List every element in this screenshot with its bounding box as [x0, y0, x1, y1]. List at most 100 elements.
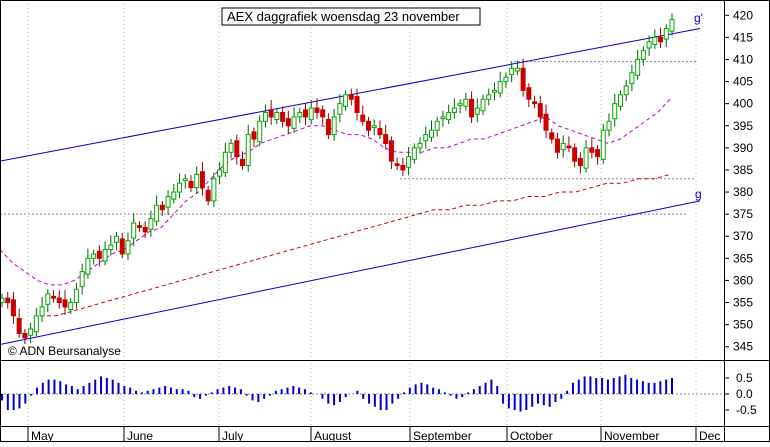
candlestick — [400, 157, 406, 177]
channel-label-upper: g' — [694, 11, 703, 25]
candle-body — [108, 244, 114, 251]
oscillator-tick-label: -0.5 — [736, 403, 757, 417]
candlestick — [583, 139, 589, 173]
candlestick — [159, 200, 165, 216]
candlestick — [240, 151, 246, 170]
candlestick — [154, 195, 160, 226]
month-label: August — [314, 429, 352, 442]
candlestick — [532, 95, 538, 109]
candle-body — [411, 147, 417, 160]
candlestick — [554, 132, 560, 159]
candle-body — [262, 111, 268, 122]
candle-body — [73, 288, 79, 304]
candle-body — [320, 109, 326, 118]
candlestick — [199, 161, 205, 196]
candlestick — [612, 93, 618, 127]
month-label: May — [31, 429, 54, 442]
candlestick — [606, 113, 612, 137]
price-tick-label: 365 — [733, 251, 753, 265]
candle-body — [360, 114, 366, 122]
candlestick — [337, 93, 343, 123]
candlestick — [245, 124, 251, 172]
candlestick — [108, 235, 114, 256]
candle-body — [62, 299, 68, 308]
candlestick — [96, 245, 102, 267]
candlestick — [73, 283, 79, 309]
channel-lower-line — [0, 200, 701, 346]
candle-body — [159, 204, 165, 211]
candle-body — [606, 120, 612, 131]
candle-body — [658, 36, 664, 43]
candlestick — [658, 27, 664, 48]
candlestick — [600, 123, 606, 164]
candlestick — [360, 105, 366, 126]
candle-body — [285, 118, 291, 127]
candle-body — [617, 94, 623, 107]
candle-body — [280, 111, 286, 122]
candlestick — [177, 173, 183, 199]
chart-title: AEX daggrafiek woensdag 23 november — [227, 9, 460, 24]
candle-body — [251, 131, 257, 140]
candle-body — [377, 127, 383, 136]
candle-body — [10, 299, 16, 317]
candle-body — [268, 109, 274, 118]
candlestick — [617, 90, 623, 111]
candlestick — [291, 107, 297, 133]
candle-body — [0, 297, 5, 304]
month-label: October — [510, 429, 553, 442]
candlestick — [182, 174, 188, 189]
price-tick-label: 415 — [733, 30, 753, 44]
candlestick — [148, 210, 154, 238]
candle-body — [566, 145, 572, 149]
price-tick-label: 410 — [733, 52, 753, 66]
candlestick — [211, 172, 217, 208]
candle-body — [417, 142, 423, 149]
candlestick — [566, 136, 572, 153]
candle-body — [85, 257, 91, 275]
candle-body — [365, 120, 371, 131]
candlestick — [222, 142, 228, 178]
candlestick — [451, 98, 457, 119]
price-tick-label: 420 — [733, 8, 753, 22]
candle-body — [554, 138, 560, 153]
candlestick — [68, 298, 74, 315]
candlestick — [497, 71, 503, 98]
credit-label: © ADN Beursanalyse — [8, 344, 121, 358]
candle-body — [486, 94, 492, 100]
price-tick-label: 405 — [733, 75, 753, 89]
price-tick-label: 345 — [733, 340, 753, 354]
candlestick — [16, 308, 22, 338]
candle-body — [39, 306, 45, 317]
candlestick — [217, 161, 223, 185]
candlestick — [520, 58, 526, 97]
candle-body — [406, 156, 412, 168]
candlestick — [663, 24, 669, 48]
price-tick-label: 400 — [733, 97, 753, 111]
candle-body — [303, 109, 309, 118]
candlestick — [526, 83, 532, 108]
candlestick — [509, 62, 515, 83]
candlestick — [28, 322, 34, 344]
candlestick — [205, 185, 211, 206]
candlestick — [411, 143, 417, 164]
candle-body — [463, 98, 469, 107]
candlestick — [640, 46, 646, 66]
candle-body — [543, 113, 549, 131]
candle-body — [428, 129, 434, 138]
candlestick — [314, 98, 320, 119]
candlestick — [486, 88, 492, 106]
candle-body — [125, 240, 131, 255]
candle-body — [503, 76, 509, 83]
candlestick — [514, 60, 520, 76]
candlestick — [262, 104, 268, 128]
candle-body — [91, 253, 97, 259]
candlestick — [10, 291, 16, 324]
price-tick-label: 360 — [733, 273, 753, 287]
candlestick — [629, 64, 635, 92]
candle-body — [240, 158, 246, 167]
candle-body — [491, 89, 497, 93]
candlestick — [165, 190, 171, 216]
candle-body — [577, 157, 583, 167]
candle-body — [56, 297, 62, 304]
